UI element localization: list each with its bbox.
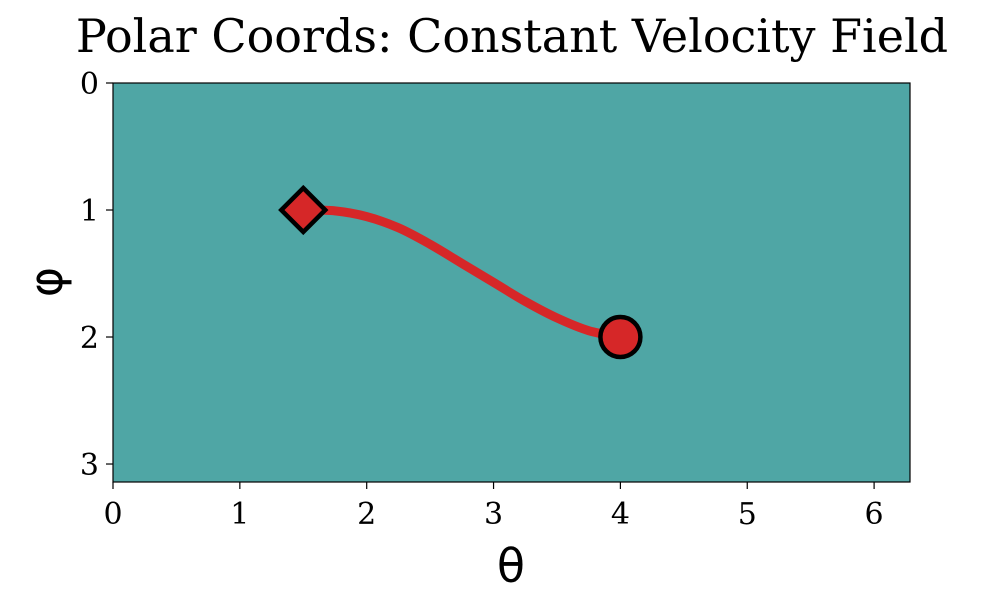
chart-title: Polar Coords: Constant Velocity Field [76, 9, 948, 63]
y-axis-label: φ [19, 267, 73, 297]
x-tick-label: 3 [484, 497, 503, 532]
x-tick-label: 1 [230, 497, 249, 532]
x-tick-label: 5 [738, 497, 757, 532]
x-tick-label: 4 [611, 497, 630, 532]
x-axis-ticks: 0 1 2 3 4 5 6 [103, 482, 884, 532]
x-tick-label: 0 [103, 497, 122, 532]
x-tick-label: 6 [865, 497, 884, 532]
end-marker [598, 314, 643, 360]
y-axis-ticks: 0 1 2 3 [80, 67, 113, 483]
plot-area [113, 83, 910, 482]
trajectory-line [298, 205, 625, 342]
y-tick-label: 1 [80, 194, 99, 229]
x-axis-label: θ [497, 539, 525, 593]
x-tick-label: 2 [357, 497, 376, 532]
plot-frame [112, 82, 911, 483]
y-tick-label: 0 [80, 67, 99, 102]
y-tick-label: 2 [80, 321, 99, 356]
start-marker [278, 184, 329, 236]
trajectory-markers [278, 184, 643, 360]
y-tick-label: 3 [80, 448, 99, 483]
